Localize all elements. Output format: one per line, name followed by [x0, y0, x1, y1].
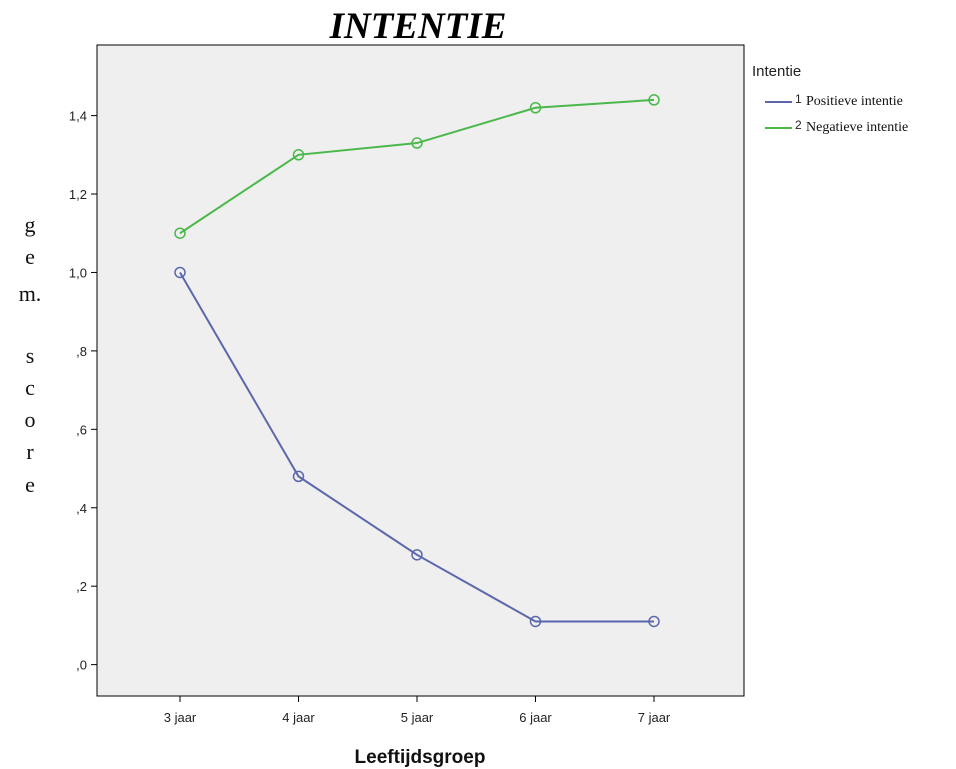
y-tick-label: ,8 [76, 344, 87, 359]
y-axis-title-char: g [25, 212, 36, 237]
y-axis-title-char: c [25, 375, 35, 400]
data-point [411, 137, 423, 149]
y-axis-ticks: ,0 ,2 ,4 ,6 ,8 1,0 1,2 1,4 [69, 109, 97, 673]
data-point [529, 615, 542, 628]
y-axis-title-char: e [25, 472, 35, 497]
legend-item-number: 1 [795, 92, 802, 106]
legend-item-label: Positieve intentie [806, 94, 903, 109]
y-axis-title-char: r [26, 439, 34, 464]
y-axis-title-char: s [26, 343, 35, 368]
x-tick-label: 4 jaar [282, 710, 315, 725]
data-point [174, 266, 186, 279]
series-line-2 [179, 98, 655, 235]
y-axis-title-char: e [25, 244, 35, 269]
y-tick-label: 1,2 [69, 187, 87, 202]
y-axis-title-char: o [25, 407, 36, 432]
legend-item-label: Negatieve intentie [806, 120, 908, 135]
data-point [648, 615, 660, 628]
chart-title: INTENTIE [329, 6, 507, 47]
data-point [292, 149, 305, 161]
data-point [292, 470, 305, 483]
x-tick-label: 6 jaar [519, 710, 552, 725]
legend-item-number: 2 [795, 118, 802, 132]
x-axis-title: Leeftijdsgroep [355, 747, 486, 768]
plot-area [96, 44, 745, 697]
x-tick-label: 5 jaar [401, 710, 434, 725]
x-axis-ticks: 3 jaar 4 jaar 5 jaar 6 jaar 7 jaar [164, 696, 671, 725]
y-tick-label: 1,4 [69, 109, 87, 124]
data-point [529, 101, 542, 114]
series-line-1 [179, 271, 654, 623]
y-tick-label: ,6 [76, 422, 87, 437]
y-tick-label: ,2 [76, 579, 87, 594]
data-point [174, 227, 186, 239]
data-point [411, 549, 423, 561]
y-axis-title-char: m. [19, 281, 42, 306]
legend-title: Intentie [752, 63, 801, 80]
y-tick-label: 1,0 [69, 265, 87, 280]
x-tick-label: 7 jaar [638, 710, 671, 725]
series-layer [174, 94, 660, 628]
y-tick-label: ,4 [76, 501, 87, 516]
legend: Intentie 1 Positieve intentie 2 Negatieve i… [752, 63, 908, 135]
data-point [648, 94, 660, 106]
y-tick-label: ,0 [76, 658, 87, 673]
x-tick-label: 3 jaar [164, 710, 197, 725]
